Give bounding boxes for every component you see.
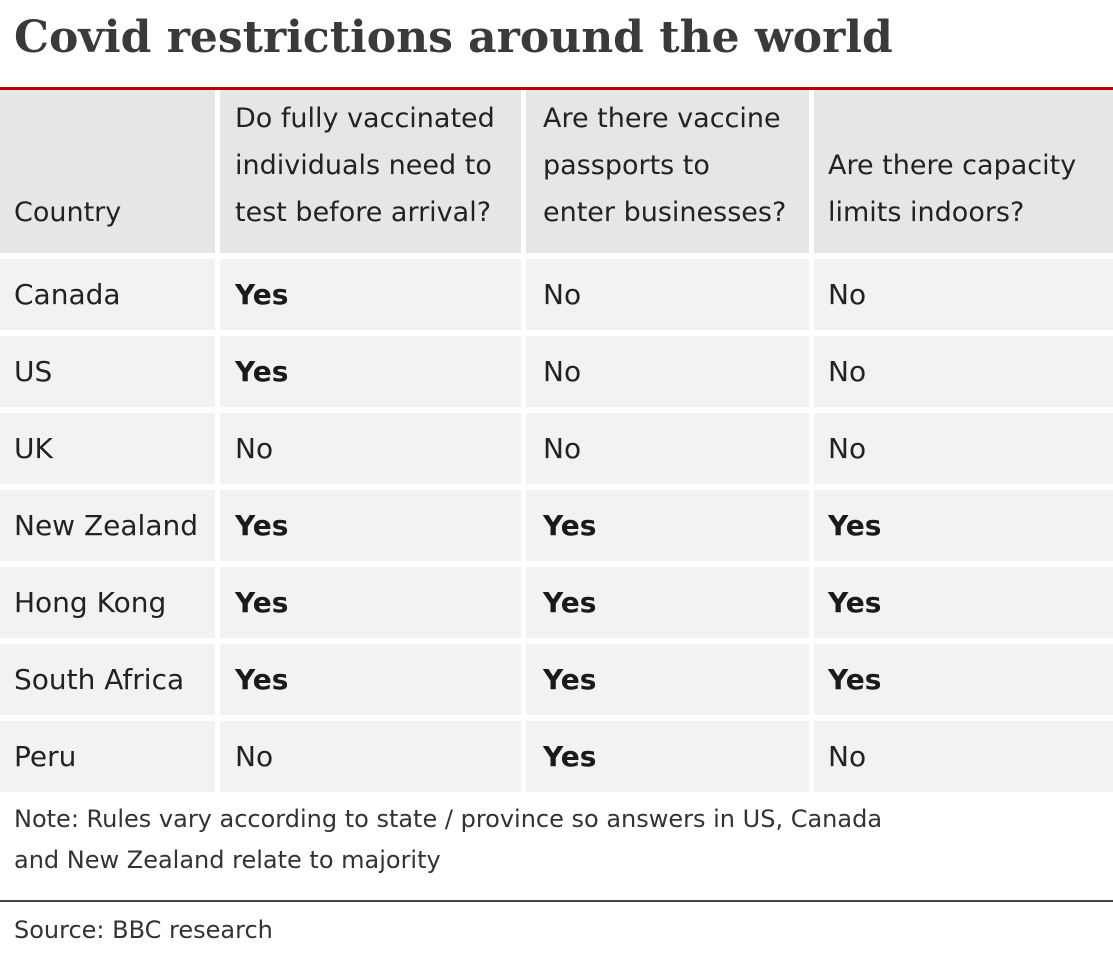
country-cell: Peru bbox=[0, 715, 220, 792]
column-header-country: Country bbox=[0, 90, 220, 253]
capacity-limits-cell: Yes bbox=[814, 638, 1113, 715]
country-cell: US bbox=[0, 330, 220, 407]
vaccine-passport-cell: No bbox=[526, 330, 814, 407]
vaccine-passport-cell: Yes bbox=[526, 715, 814, 792]
country-cell: South Africa bbox=[0, 638, 220, 715]
test-before-arrival-cell: No bbox=[220, 715, 526, 792]
capacity-limits-cell: No bbox=[814, 715, 1113, 792]
country-cell: UK bbox=[0, 407, 220, 484]
country-cell: New Zealand bbox=[0, 484, 220, 561]
vaccine-passport-cell: No bbox=[526, 253, 814, 330]
page-title: Covid restrictions around the world bbox=[14, 12, 893, 63]
test-before-arrival-cell: Yes bbox=[220, 561, 526, 638]
vaccine-passport-cell: No bbox=[526, 407, 814, 484]
footnote: Note: Rules vary according to state / pr… bbox=[14, 805, 883, 874]
vaccine-passport-cell: Yes bbox=[526, 638, 814, 715]
title-divider bbox=[0, 87, 1113, 90]
test-before-arrival-cell: Yes bbox=[220, 330, 526, 407]
source-divider bbox=[0, 900, 1113, 902]
capacity-limits-cell: No bbox=[814, 407, 1113, 484]
capacity-limits-cell: No bbox=[814, 253, 1113, 330]
test-before-arrival-cell: No bbox=[220, 407, 526, 484]
source-credit: Source: BBC research bbox=[14, 916, 273, 944]
column-header-vaccine-passports: Are there vaccine passports to enter bus… bbox=[526, 90, 814, 253]
capacity-limits-cell: Yes bbox=[814, 484, 1113, 561]
vaccine-passport-cell: Yes bbox=[526, 484, 814, 561]
test-before-arrival-cell: Yes bbox=[220, 253, 526, 330]
vaccine-passport-cell: Yes bbox=[526, 561, 814, 638]
country-cell: Hong Kong bbox=[0, 561, 220, 638]
column-header-test-before-arrival: Do fully vaccinated individuals need to … bbox=[220, 90, 526, 253]
column-header-capacity-limits: Are there capacity limits indoors? bbox=[814, 90, 1113, 253]
capacity-limits-cell: No bbox=[814, 330, 1113, 407]
test-before-arrival-cell: Yes bbox=[220, 638, 526, 715]
test-before-arrival-cell: Yes bbox=[220, 484, 526, 561]
country-cell: Canada bbox=[0, 253, 220, 330]
restrictions-table: Country Do fully vaccinated individuals … bbox=[0, 90, 1113, 792]
capacity-limits-cell: Yes bbox=[814, 561, 1113, 638]
